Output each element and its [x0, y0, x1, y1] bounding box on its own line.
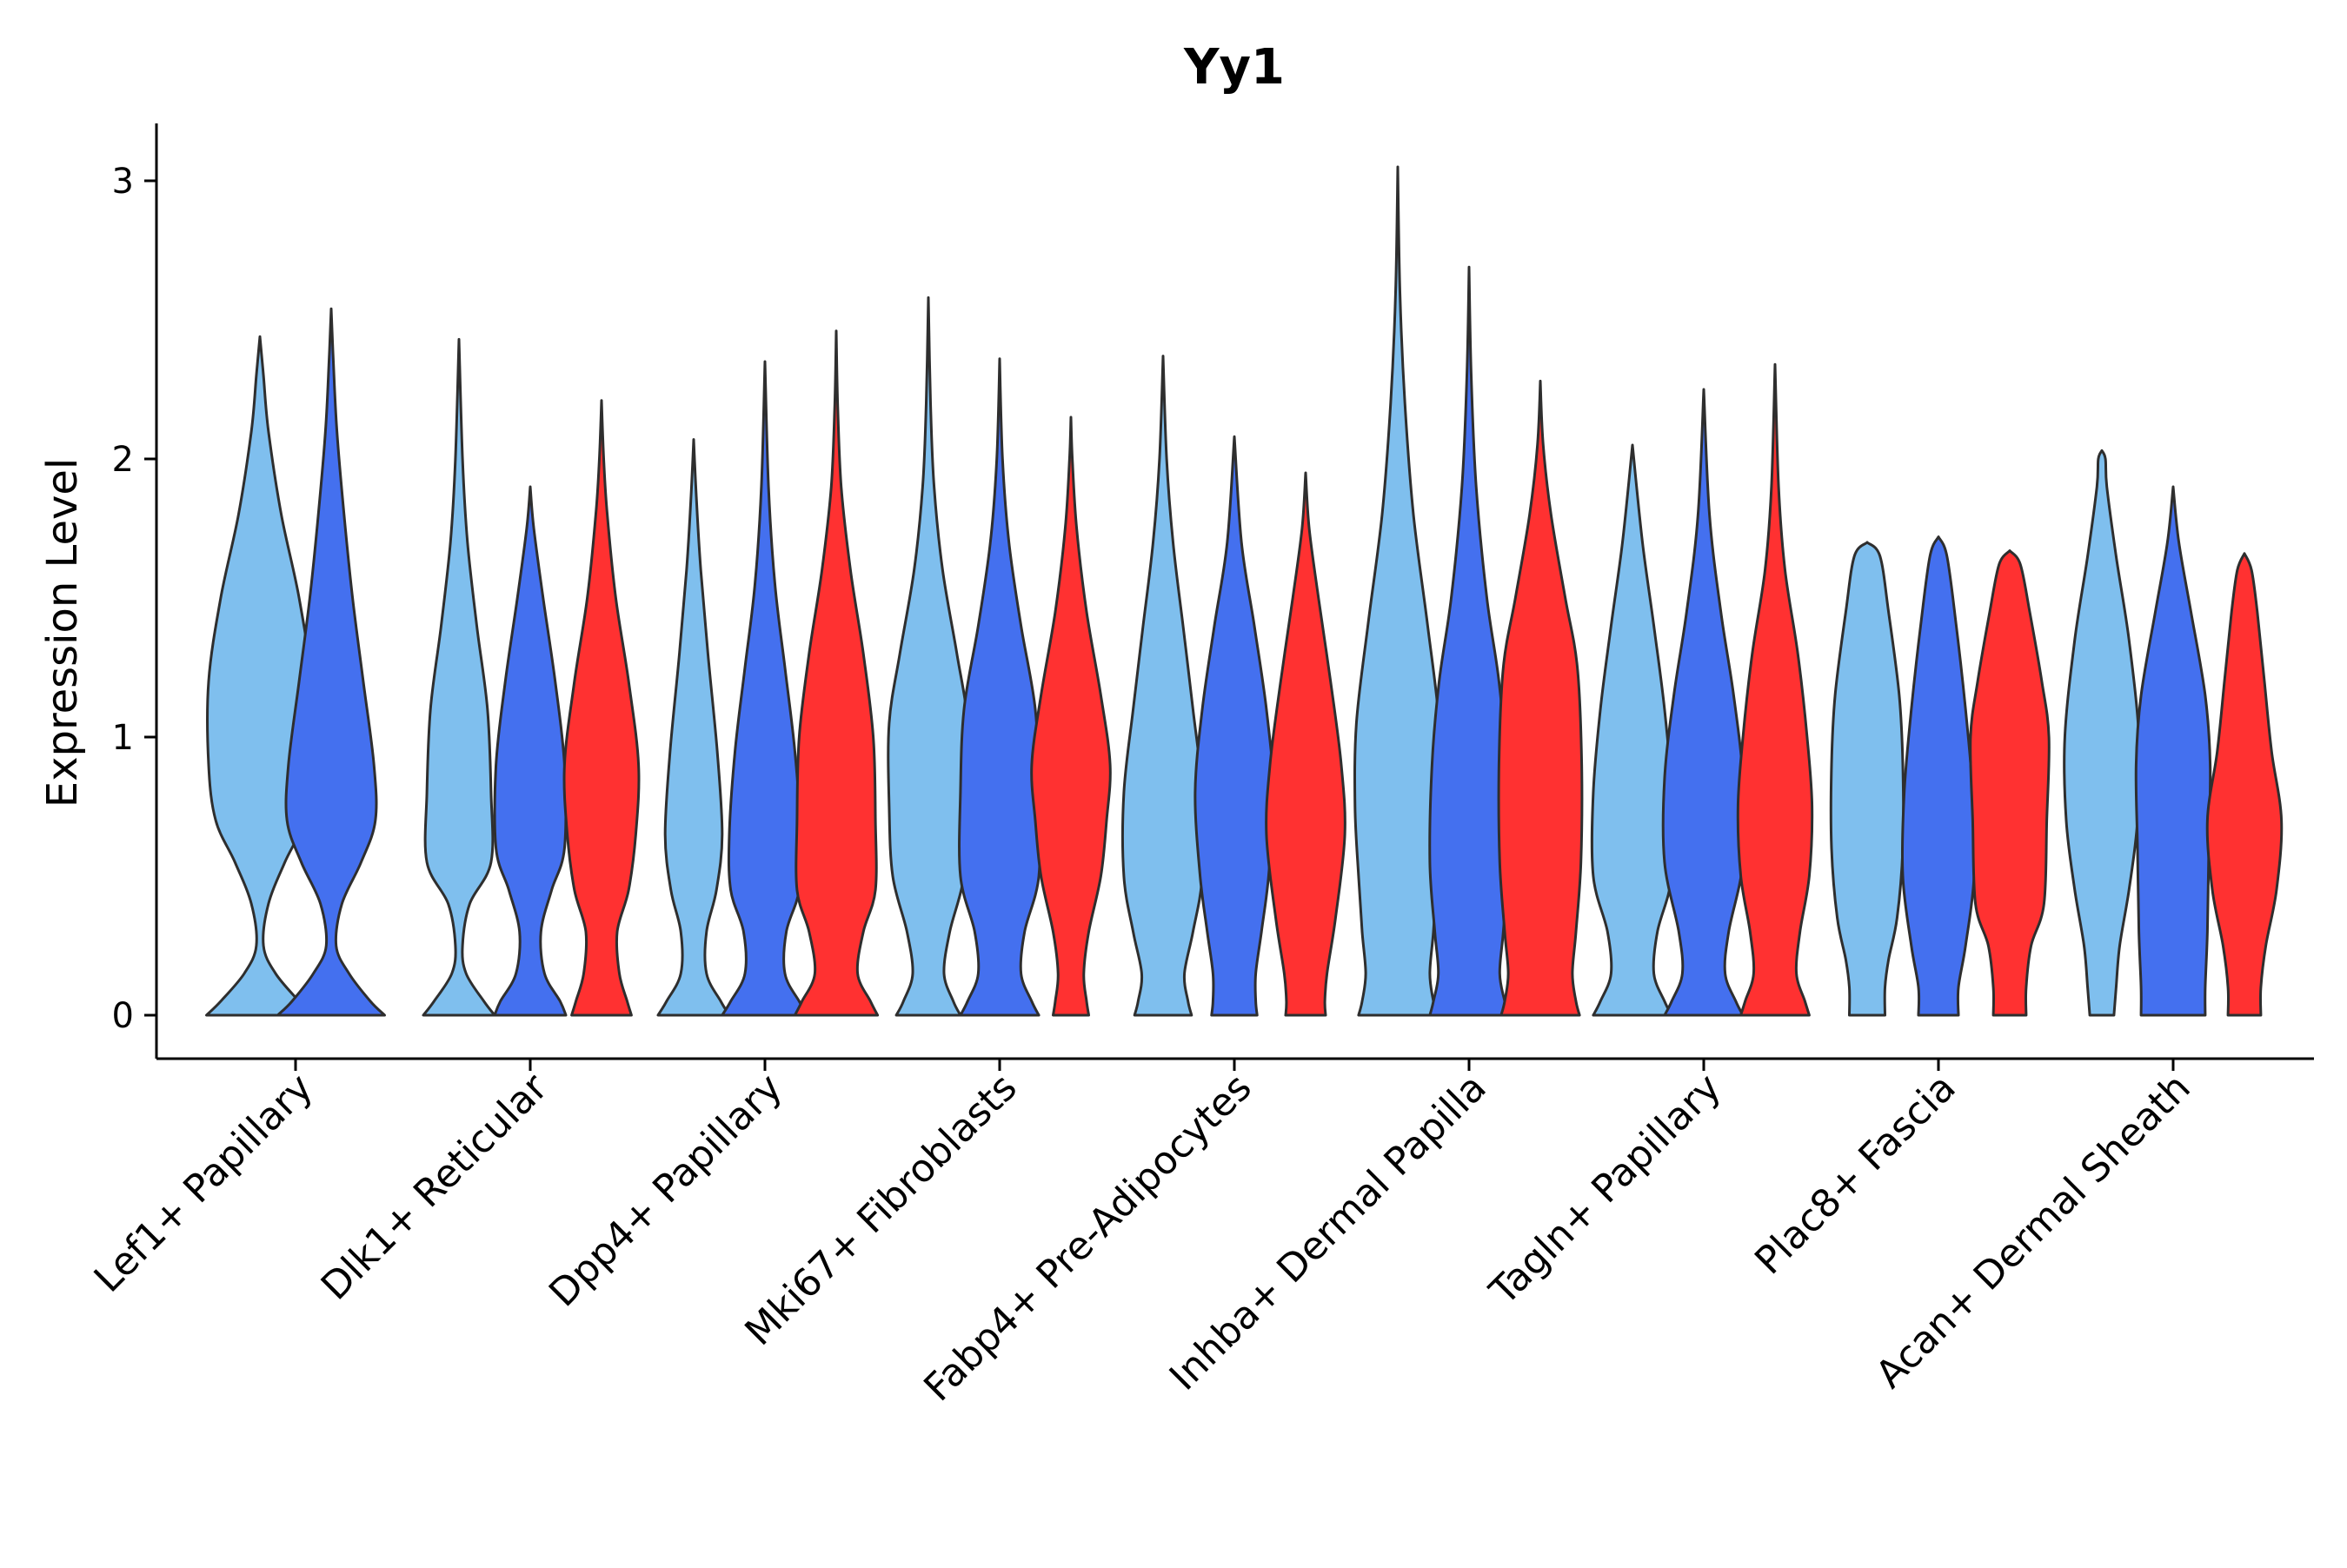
violin-9-2	[2134, 485, 2212, 1017]
y-tick-label: 1	[112, 718, 134, 758]
violin-5-1	[1121, 355, 1205, 1017]
x-tick-label: Plac8+ Fascia	[1746, 1066, 1965, 1284]
violin-7-2	[1661, 388, 1746, 1017]
violin-3-3	[793, 329, 880, 1017]
violin-8-2	[1900, 535, 1977, 1017]
x-tick-label: Dpp4+ Papillary	[541, 1066, 791, 1316]
x-tick-label: Dlk1+ Reticular	[313, 1065, 557, 1309]
violin-2-3	[562, 399, 641, 1017]
y-tick-label: 2	[112, 440, 134, 480]
violin-7-1	[1590, 443, 1675, 1017]
violin-6-3	[1497, 379, 1584, 1017]
x-tick-label: Lef1+ Papillary	[86, 1066, 322, 1301]
violin-8-1	[1829, 541, 1905, 1017]
violin-8-3	[1969, 549, 2051, 1017]
violins-layer	[205, 165, 2284, 1017]
violin-9-1	[2063, 448, 2141, 1017]
violin-6-1	[1353, 165, 1443, 1017]
violin-5-3	[1265, 471, 1346, 1017]
y-tick-label: 0	[112, 996, 134, 1036]
violin-2-2	[493, 485, 568, 1017]
violin-6-2	[1428, 265, 1510, 1017]
y-ticks-layer: 0 1 2 3	[112, 162, 156, 1036]
violin-4-3	[1030, 415, 1112, 1017]
violin-7-3	[1736, 362, 1814, 1017]
chart-title: Yy1	[1183, 39, 1285, 96]
violin-4-2	[958, 357, 1041, 1017]
violin-9-3	[2205, 552, 2284, 1017]
violin-1-1	[205, 335, 315, 1017]
violin-3-2	[721, 360, 809, 1017]
y-axis-title: Expression Level	[38, 458, 87, 808]
x-tick-label: Tagln+ Papillary	[1481, 1066, 1730, 1314]
violin-2-1	[422, 337, 496, 1017]
violin-5-2	[1193, 435, 1275, 1017]
violin-3-1	[656, 438, 731, 1017]
violin-4-1	[887, 296, 970, 1017]
y-tick-label: 3	[112, 162, 134, 202]
violin-1-2	[276, 307, 386, 1017]
